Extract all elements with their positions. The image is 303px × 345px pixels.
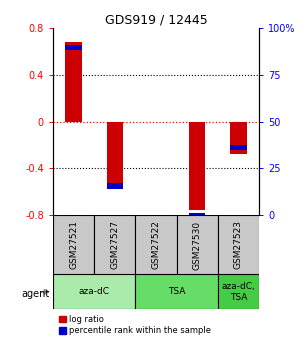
Text: TSA: TSA	[168, 287, 185, 296]
Bar	[189, 213, 205, 218]
Text: aza-dC,
TSA: aza-dC, TSA	[221, 282, 255, 302]
Bar	[135, 215, 177, 275]
Bar	[65, 42, 82, 121]
Bar	[94, 215, 135, 275]
Title: GDS919 / 12445: GDS919 / 12445	[105, 13, 208, 27]
Text: agent: agent	[22, 289, 50, 299]
Text: aza-dC: aza-dC	[79, 287, 110, 296]
Text: GSM27523: GSM27523	[234, 220, 243, 269]
Bar	[53, 215, 94, 275]
Bar	[218, 275, 259, 309]
Bar	[107, 121, 123, 183]
Bar	[135, 275, 218, 309]
Text: GSM27527: GSM27527	[110, 220, 119, 269]
Bar	[218, 215, 259, 275]
Bar	[53, 275, 135, 309]
Legend: log ratio, percentile rank within the sample: log ratio, percentile rank within the sa…	[57, 314, 212, 337]
Bar	[189, 121, 205, 209]
Text: GSM27530: GSM27530	[193, 220, 202, 269]
Text: GSM27521: GSM27521	[69, 220, 78, 269]
Bar	[65, 45, 82, 50]
Bar	[230, 121, 247, 155]
Bar	[230, 145, 247, 150]
Text: GSM27522: GSM27522	[152, 220, 161, 269]
Bar	[177, 215, 218, 275]
Bar	[107, 184, 123, 189]
